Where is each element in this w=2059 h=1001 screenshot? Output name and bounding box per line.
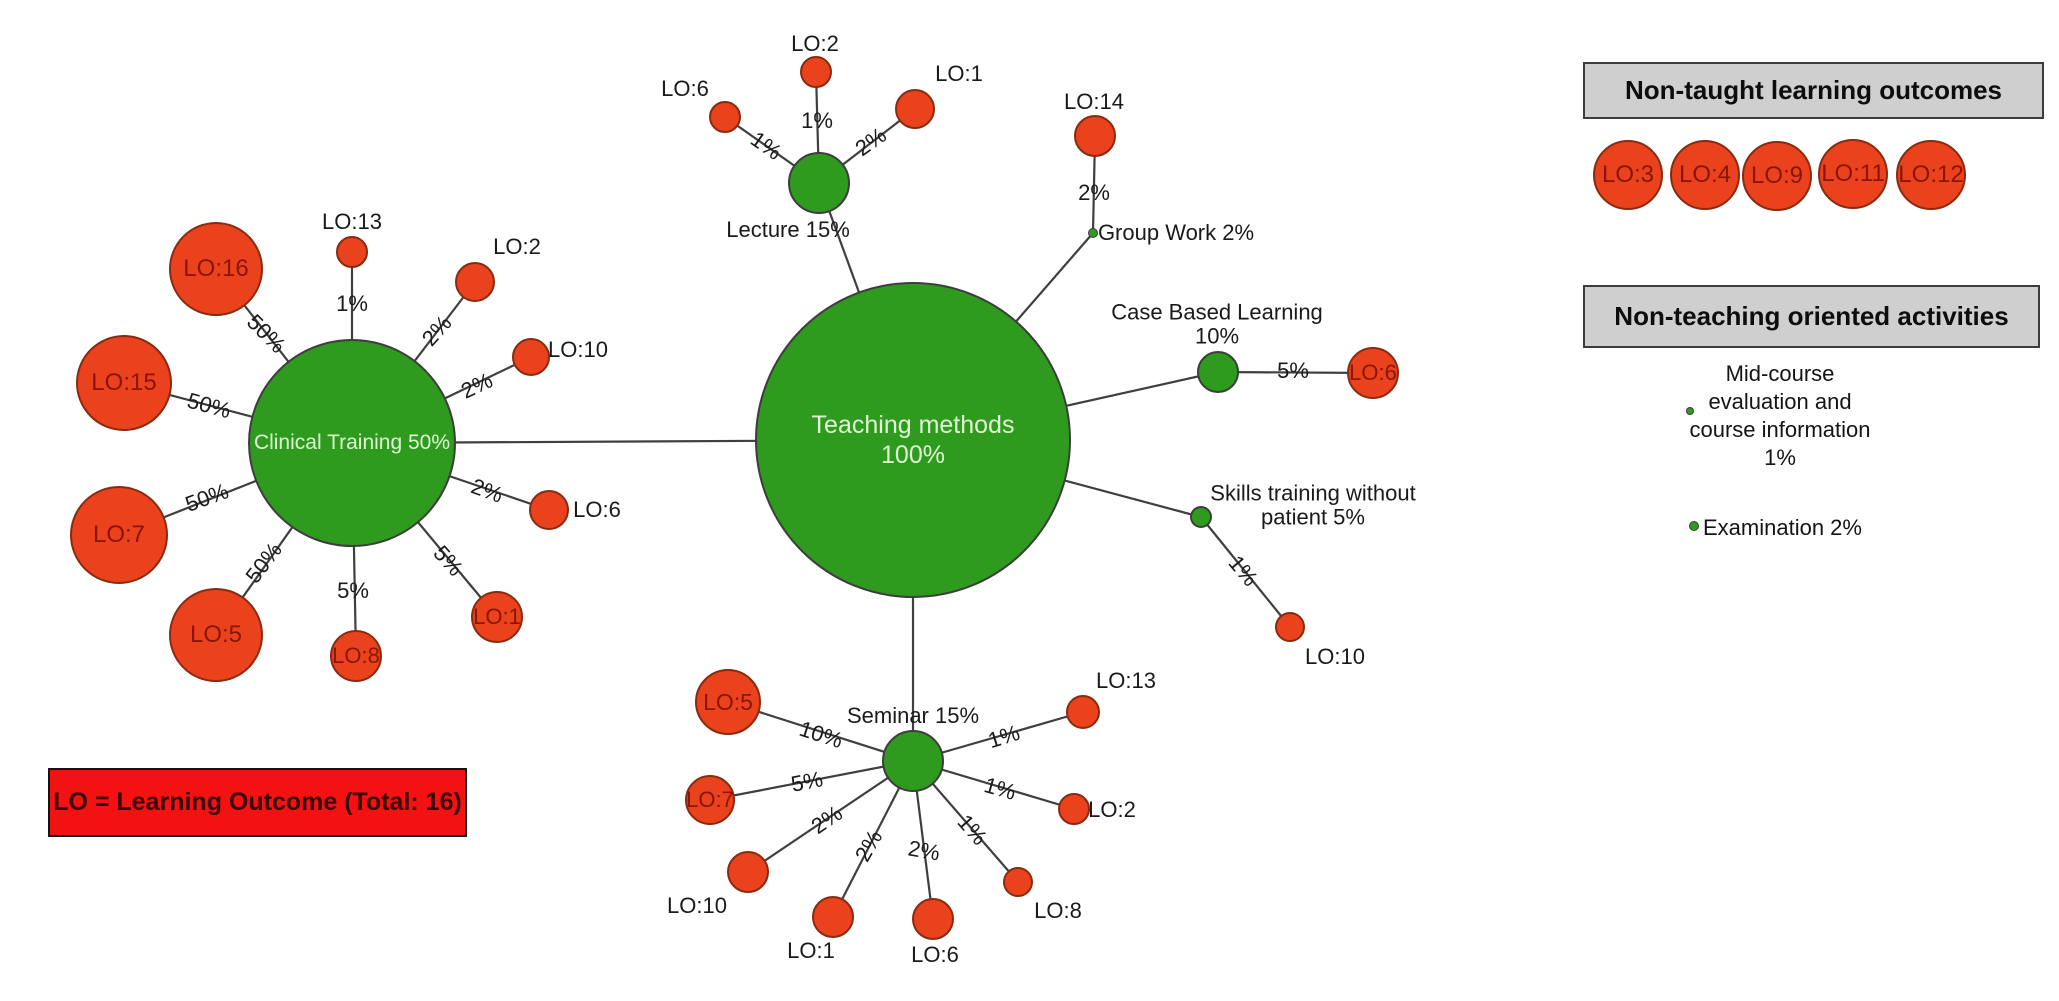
lecture-node xyxy=(788,152,850,214)
seminar-lo7-node: LO:7 xyxy=(685,775,735,825)
midcourse-dot-node xyxy=(1686,407,1694,415)
non-taught-title: Non-taught learning outcomes xyxy=(1625,75,2002,105)
skills-sk_lo10-edge xyxy=(1200,516,1291,628)
cbl-cbl_lo6-percentage: 5% xyxy=(1277,358,1309,383)
nontaught-lo3-node: LO:3 xyxy=(1593,140,1663,210)
case-based-learning-node xyxy=(1197,351,1239,393)
nontaught-lo11-node: LO:11 xyxy=(1818,139,1888,209)
examination-dot-node xyxy=(1689,521,1699,531)
lecture-lo1-label: LO:1 xyxy=(935,61,983,87)
seminar-lo10-label: LO:10 xyxy=(667,893,727,919)
nontaught-lo4-node: LO:4 xyxy=(1670,140,1740,210)
clinical-lo13-node xyxy=(336,236,368,268)
clinical-lo13-label: LO:13 xyxy=(322,209,382,235)
clinical-lo6-label: LO:6 xyxy=(573,497,621,523)
lo-definition-text: LO = Learning Outcome (Total: 16) xyxy=(53,788,462,816)
lecture-lo6-label: LO:6 xyxy=(661,76,709,102)
seminar-sem_lo10-edge xyxy=(747,760,914,873)
seminar-node xyxy=(882,730,944,792)
seminar-lo2-label: LO:2 xyxy=(1088,797,1136,823)
clinical-lo6-node xyxy=(529,490,569,530)
seminar-sem_lo7-edge xyxy=(709,759,914,802)
teaching-methods-node: Teaching methods 100% xyxy=(755,282,1071,598)
seminar-lo8-label: LO:8 xyxy=(1034,898,1082,924)
clinical-cl_lo13-percentage: 1% xyxy=(336,291,368,316)
clinical-lo10-node xyxy=(512,338,550,376)
clinical-lo7-node: LO:7 xyxy=(70,486,168,584)
seminar-lo5-node: LO:5 xyxy=(695,669,761,735)
seminar-lo13-node xyxy=(1066,695,1100,729)
seminar-sem_lo6-percentage: 2% xyxy=(906,835,942,866)
clinical-lo10-label: LO:10 xyxy=(548,337,608,363)
midcourse-evaluation-label: Mid-course evaluation and course informa… xyxy=(1689,361,1871,470)
lecture-lec_lo2-percentage: 1% xyxy=(801,108,833,133)
nontaught-lo12-node: LO:12 xyxy=(1896,140,1966,210)
clinical-lo8-node: LO:8 xyxy=(330,630,382,682)
clinical-lo5-node: LO:5 xyxy=(169,588,263,682)
non-teaching-header-box: Non-teaching oriented activities xyxy=(1583,285,2040,348)
seminar-lo1-label: LO:1 xyxy=(787,938,835,964)
clinical-lo2-node xyxy=(455,262,495,302)
non-teaching-title: Non-teaching oriented activities xyxy=(1614,301,2009,331)
seminar-lo2-node xyxy=(1058,793,1090,825)
clinical-lo2-label: LO:2 xyxy=(493,234,541,260)
groupwork-title: Group Work 2% xyxy=(1097,220,1255,246)
skills-lo10-node xyxy=(1275,612,1305,642)
lecture-lo1-node xyxy=(895,89,935,129)
clinical-lo16-node: LO:16 xyxy=(169,222,263,316)
clinical-lo15-node: LO:15 xyxy=(76,335,172,431)
groupwork-lo14-node xyxy=(1074,115,1116,157)
seminar-lo6-node xyxy=(912,898,954,940)
groupwork-lo14-percentage: 2% xyxy=(1078,180,1110,205)
clinical-training-node: Clinical Training 50% xyxy=(248,339,456,547)
cbl-title: Case Based Learning 10% xyxy=(1111,299,1323,348)
lecture-lo2-label: LO:2 xyxy=(791,31,839,57)
nontaught-lo9-node: LO:9 xyxy=(1742,141,1812,211)
lecture-lo2-node xyxy=(800,56,832,88)
clinical-cl_lo8-percentage: 5% xyxy=(337,578,369,603)
groupwork-lo14-label: LO:14 xyxy=(1064,89,1124,115)
seminar-title: Seminar 15% xyxy=(846,703,980,729)
lecture-lo6-node xyxy=(709,101,741,133)
group-work-node xyxy=(1088,228,1098,238)
cbl-lo6-node: LO:6 xyxy=(1347,347,1399,399)
lecture-title: Lecture 15% xyxy=(726,217,850,243)
non-taught-header-box: Non-taught learning outcomes xyxy=(1583,62,2044,119)
skills-lo10-label: LO:10 xyxy=(1305,644,1365,670)
seminar-lo10-node xyxy=(727,851,769,893)
clinical-lo1-node: LO:1 xyxy=(471,591,523,643)
seminar-lo1-node xyxy=(812,896,854,938)
seminar-lo13-label: LO:13 xyxy=(1096,668,1156,694)
lo-definition-box: LO = Learning Outcome (Total: 16) xyxy=(48,768,467,837)
skills-title: Skills training without patient 5% xyxy=(1210,480,1416,529)
skills-training-node xyxy=(1190,506,1212,528)
seminar-lo6-label: LO:6 xyxy=(911,942,959,968)
seminar-lo8-node xyxy=(1003,867,1033,897)
examination-label: Examination 2% xyxy=(1703,515,1862,540)
